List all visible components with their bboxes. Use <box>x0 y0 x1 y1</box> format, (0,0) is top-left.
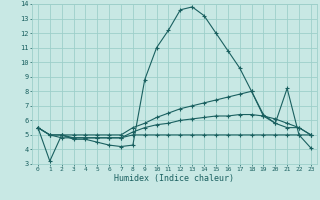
X-axis label: Humidex (Indice chaleur): Humidex (Indice chaleur) <box>115 174 234 183</box>
